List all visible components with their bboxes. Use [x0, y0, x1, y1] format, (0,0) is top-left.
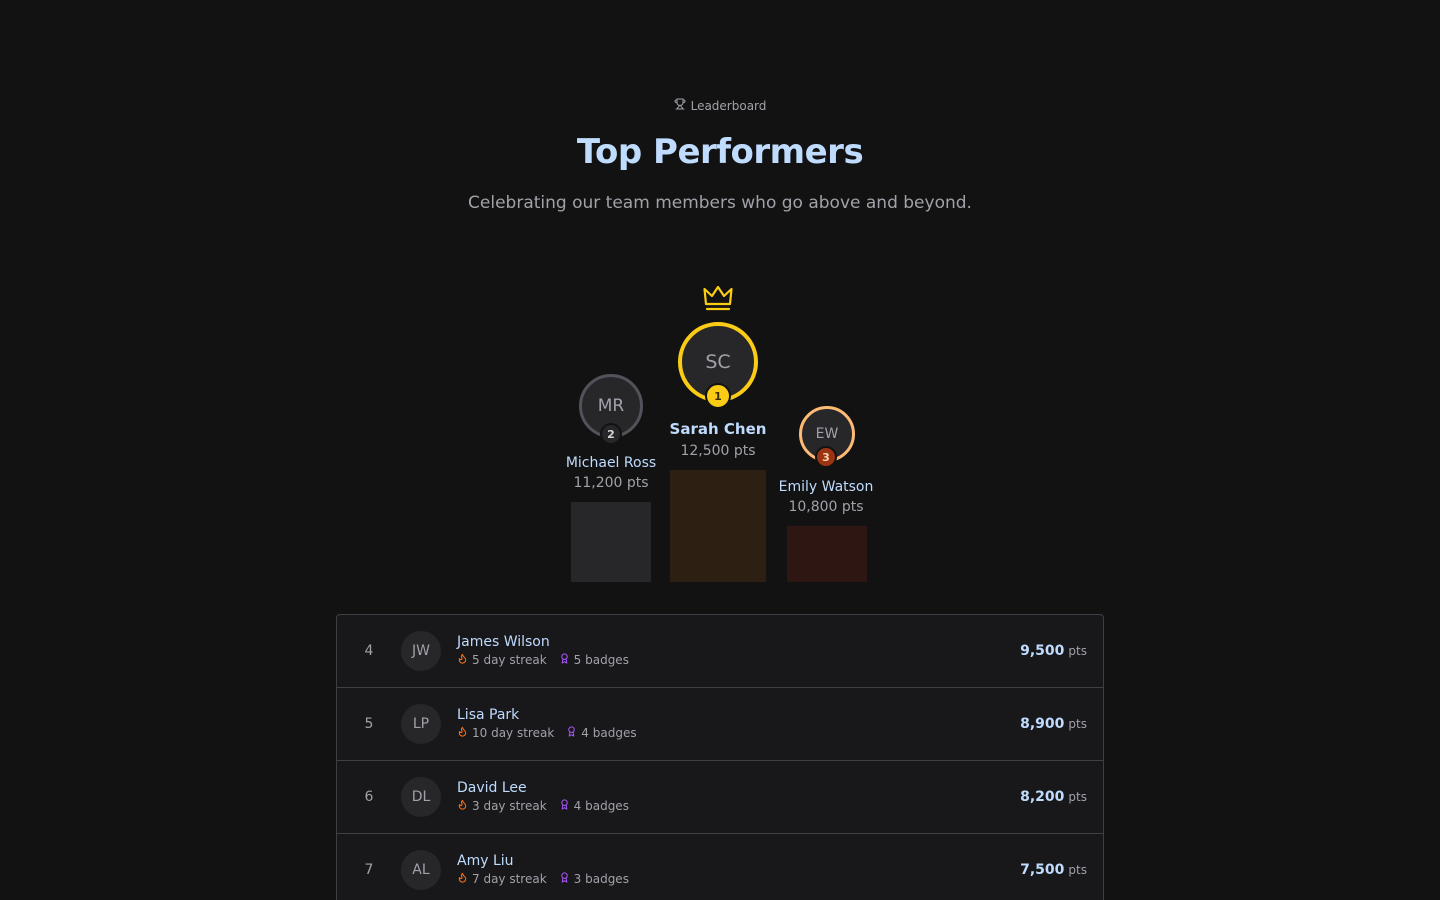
award-icon [566, 726, 577, 740]
trophy-icon [674, 98, 686, 113]
avatar-initials: SC [705, 351, 731, 373]
avatar: LP [401, 704, 441, 744]
list-item[interactable]: 5 LP Lisa Park 10 day streak 4 badges 8,… [337, 688, 1103, 761]
podium-first-block [670, 470, 766, 582]
podium-second-name: Michael Ross [565, 455, 657, 471]
podium-third-points: 10,800 pts [788, 499, 864, 515]
rank-badge-first: 1 [705, 383, 731, 409]
podium-third-name: Emily Watson [778, 479, 874, 495]
podium-second-block [571, 502, 651, 582]
score-value: 8,200 [1020, 789, 1065, 805]
leaderboard-list: 4 JW James Wilson 5 day streak 5 badges … [336, 614, 1104, 900]
score-value: 7,500 [1020, 862, 1065, 878]
list-item[interactable]: 7 AL Amy Liu 7 day streak 3 badges 7,500 [337, 834, 1103, 900]
badges-label: 3 badges [573, 872, 629, 886]
badges-label: 4 badges [581, 726, 637, 740]
member-name: Amy Liu [457, 853, 514, 869]
member-name: Lisa Park [457, 707, 520, 723]
podium-third-avatar[interactable]: EW [799, 406, 855, 462]
podium-second-points: 11,200 pts [573, 475, 649, 491]
flame-icon [457, 653, 468, 667]
score-unit: pts [1068, 863, 1087, 877]
score-unit: pts [1068, 644, 1087, 658]
member-score: 7,500 pts [1020, 862, 1087, 878]
avatar: AL [401, 850, 441, 890]
flame-icon [457, 799, 468, 813]
award-icon [559, 799, 570, 813]
rank-number: 6 [364, 789, 374, 805]
avatar-initials: MR [597, 396, 625, 416]
member-score: 8,900 pts [1020, 716, 1087, 732]
rank-badge-third: 3 [815, 446, 837, 468]
award-icon [559, 653, 570, 667]
flame-icon [457, 872, 468, 886]
score-unit: pts [1068, 790, 1087, 804]
list-item[interactable]: 4 JW James Wilson 5 day streak 5 badges … [337, 615, 1103, 688]
member-name: James Wilson [457, 634, 550, 650]
list-item[interactable]: 6 DL David Lee 3 day streak 4 badges 8,2… [337, 761, 1103, 834]
rank-number: 7 [364, 862, 374, 878]
rank-number: 5 [364, 716, 374, 732]
streak-label: 5 day streak [472, 653, 547, 667]
member-name: David Lee [457, 780, 527, 796]
page-title: Top Performers [576, 132, 864, 172]
score-value: 9,500 [1020, 643, 1065, 659]
member-score: 9,500 pts [1020, 643, 1087, 659]
streak-label: 7 day streak [472, 872, 547, 886]
avatar-initials: EW [815, 426, 839, 442]
score-unit: pts [1068, 717, 1087, 731]
badges-label: 5 badges [573, 653, 629, 667]
eyebrow-label: Leaderboard [690, 98, 767, 113]
streak-label: 3 day streak [472, 799, 547, 813]
score-value: 8,900 [1020, 716, 1065, 732]
avatar: DL [401, 777, 441, 817]
streak-label: 10 day streak [472, 726, 555, 740]
flame-icon [457, 726, 468, 740]
avatar: JW [401, 631, 441, 671]
badges-label: 4 badges [573, 799, 629, 813]
podium-first-name: Sarah Chen [669, 420, 767, 438]
award-icon [559, 872, 570, 886]
podium-third-block [787, 526, 867, 582]
rank-badge-second: 2 [600, 423, 622, 445]
podium-first-points: 12,500 pts [680, 443, 756, 459]
member-score: 8,200 pts [1020, 789, 1087, 805]
page-subtitle: Celebrating our team members who go abov… [468, 193, 972, 213]
rank-number: 4 [364, 643, 374, 659]
crown-icon [702, 284, 734, 312]
leaderboard-eyebrow: Leaderboard [0, 98, 1440, 113]
